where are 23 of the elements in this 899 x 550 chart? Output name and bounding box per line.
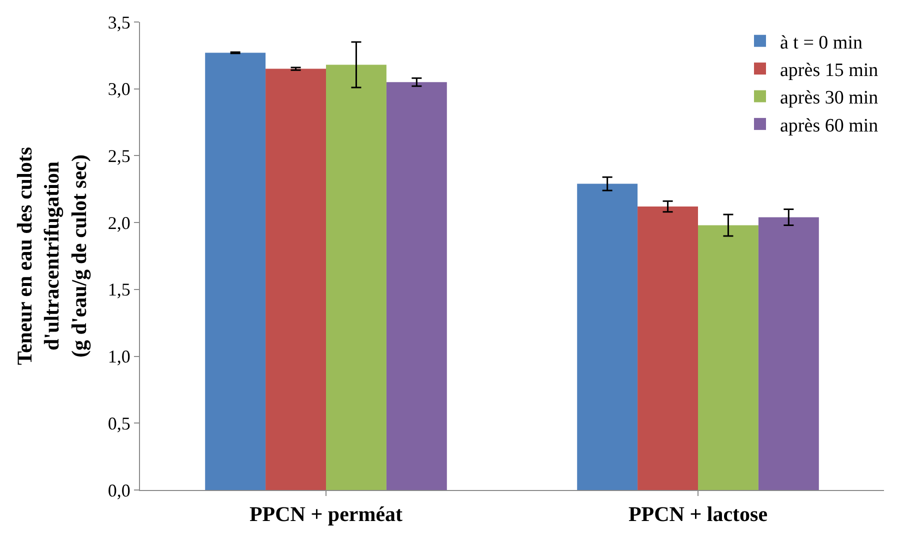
x-tick-label: PPCN + lactose (628, 502, 768, 526)
y-tick-label: 1,5 (108, 280, 130, 300)
y-tick-label: 3,0 (108, 79, 130, 100)
bar (577, 184, 638, 490)
bar (266, 68, 326, 490)
y-axis-title: Teneur en eau des culots d'ultracentrifugation (g d'eau/g de culot sec) (12, 146, 92, 366)
bar (205, 52, 266, 490)
legend-label: à t = 0 min (780, 32, 863, 54)
y-tick-label: 3,5 (108, 12, 130, 32)
bar (386, 82, 447, 490)
bar (698, 225, 758, 490)
y-tick-label: 2,0 (108, 212, 130, 233)
y-tick-label: 0,0 (108, 480, 130, 500)
bar (326, 64, 386, 490)
y-tick-label: 2,5 (108, 146, 130, 166)
y-tick-label: 1,0 (108, 346, 130, 367)
legend-label: après 30 min (780, 88, 879, 109)
bar (758, 217, 819, 490)
legend-label: après 60 min (780, 115, 879, 136)
y-tick-label: 0,5 (108, 413, 130, 434)
x-tick-label: PPCN + perméat (249, 502, 403, 526)
bar (638, 206, 698, 490)
legend-label: après 15 min (780, 60, 879, 81)
